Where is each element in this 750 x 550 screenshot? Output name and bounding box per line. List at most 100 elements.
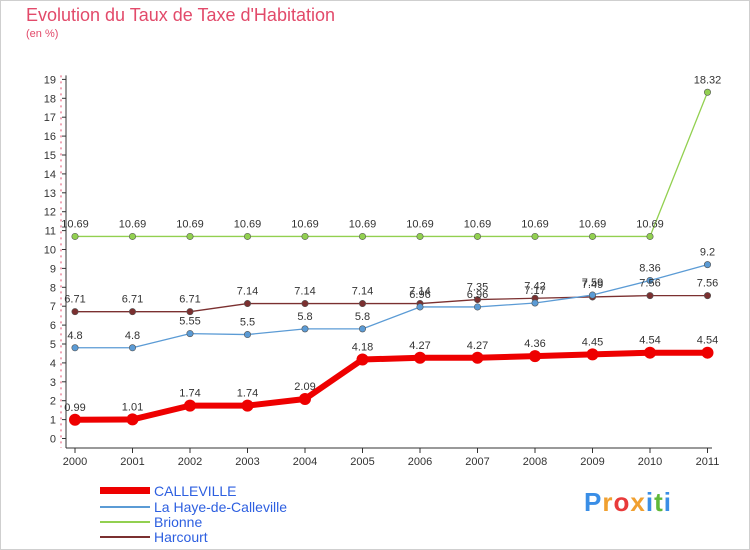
data-point <box>416 232 424 240</box>
data-point <box>129 232 137 240</box>
y-tick-label: 13 <box>44 188 56 200</box>
data-label: 5.5 <box>240 317 255 329</box>
x-tick-label: 2006 <box>408 456 432 468</box>
data-point <box>71 232 79 240</box>
data-point <box>703 261 711 269</box>
data-point <box>126 413 139 426</box>
data-label: 7.49 <box>582 279 603 291</box>
data-label: 5.8 <box>297 311 312 323</box>
logo-letter: r <box>602 487 614 517</box>
legend-swatch <box>100 535 150 538</box>
data-label: 8.36 <box>639 262 660 274</box>
y-tick-label: 10 <box>44 245 56 257</box>
data-point <box>69 413 81 426</box>
data-label: 4.8 <box>67 330 82 342</box>
x-tick-label: 2003 <box>235 456 259 468</box>
data-label: 10.69 <box>406 218 434 230</box>
data-point <box>244 300 252 308</box>
data-point <box>301 300 309 308</box>
legend-label: La Haye-de-Calleville <box>154 498 288 515</box>
data-label: 4.45 <box>582 336 603 348</box>
x-tick-label: 2000 <box>63 456 87 468</box>
y-tick-label: 17 <box>44 112 56 124</box>
data-point <box>703 88 711 96</box>
data-point <box>241 399 254 412</box>
logo-letter: i <box>645 487 655 517</box>
data-label: 1.01 <box>122 401 143 413</box>
y-tick-label: 4 <box>50 358 56 370</box>
data-point <box>301 325 309 333</box>
data-point <box>358 300 366 308</box>
data-label: 10.69 <box>234 218 262 230</box>
legend-item: Harcourt <box>100 529 208 545</box>
data-point <box>586 348 599 361</box>
y-tick-label: 9 <box>50 263 56 275</box>
chart-title: Evolution du Taux de Taxe d'Habitation <box>26 5 335 25</box>
legend-swatch <box>100 487 150 494</box>
data-label: 7.14 <box>352 286 373 298</box>
data-point <box>646 276 654 284</box>
data-point <box>588 232 596 240</box>
data-label: 6.71 <box>64 294 85 306</box>
y-tick-label: 0 <box>50 434 56 446</box>
x-tick-label: 2011 <box>696 456 720 468</box>
x-tick-label: 2004 <box>293 456 317 468</box>
data-label: 4.8 <box>125 330 140 342</box>
data-label: 7.42 <box>524 280 545 292</box>
data-point <box>646 292 654 300</box>
legend-label: CALLEVILLE <box>154 482 237 499</box>
y-axis-unit-label: (en %) <box>26 28 59 40</box>
data-point <box>471 351 484 364</box>
data-point <box>71 344 79 352</box>
data-label: 7.59 <box>582 277 603 289</box>
x-tick-label: 2001 <box>120 456 144 468</box>
data-label: 4.18 <box>352 341 373 353</box>
logo-letter: t <box>654 487 664 517</box>
legend-label: Brionne <box>154 513 203 530</box>
data-point <box>129 308 137 316</box>
y-tick-label: 6 <box>50 320 56 332</box>
y-tick-label: 18 <box>44 93 56 105</box>
data-point <box>186 330 194 338</box>
data-label: 7.14 <box>409 286 430 298</box>
data-label: 10.69 <box>176 218 204 230</box>
data-point <box>129 344 137 352</box>
data-label: 6.71 <box>179 294 200 306</box>
data-point <box>71 308 79 316</box>
data-label: 5.8 <box>355 311 370 323</box>
data-point <box>358 325 366 333</box>
data-label: 9.2 <box>700 247 715 259</box>
data-point <box>473 303 481 311</box>
data-point <box>414 351 426 364</box>
x-tick-label: 2008 <box>523 456 547 468</box>
data-point <box>531 299 539 307</box>
data-label: 7.35 <box>467 282 488 294</box>
legend-item: Brionne <box>100 513 203 530</box>
legend-swatch <box>100 505 150 508</box>
legend-item: La Haye-de-Calleville <box>100 498 288 515</box>
series-line-2 <box>75 92 709 238</box>
data-point <box>531 232 539 240</box>
series-line-3 <box>75 294 708 313</box>
data-label: 7.17 <box>524 285 545 297</box>
data-point <box>184 399 196 412</box>
data-point <box>416 303 424 311</box>
data-label: 10.69 <box>291 218 319 230</box>
x-tick-label: 2007 <box>465 456 489 468</box>
data-point <box>186 232 194 240</box>
y-tick-label: 11 <box>45 226 56 238</box>
data-point <box>356 353 369 366</box>
data-label: 6.96 <box>409 289 430 301</box>
data-point <box>186 308 194 316</box>
y-tick-label: 7 <box>50 301 56 313</box>
x-tick-label: 2005 <box>350 456 374 468</box>
data-label: 7.14 <box>294 286 315 298</box>
data-label: 18.32 <box>694 74 722 86</box>
logo-letter: x <box>630 487 646 517</box>
data-label: 4.36 <box>524 338 545 350</box>
series-line-1 <box>75 263 708 349</box>
logo-letter: P <box>584 487 603 517</box>
data-point <box>588 291 596 299</box>
